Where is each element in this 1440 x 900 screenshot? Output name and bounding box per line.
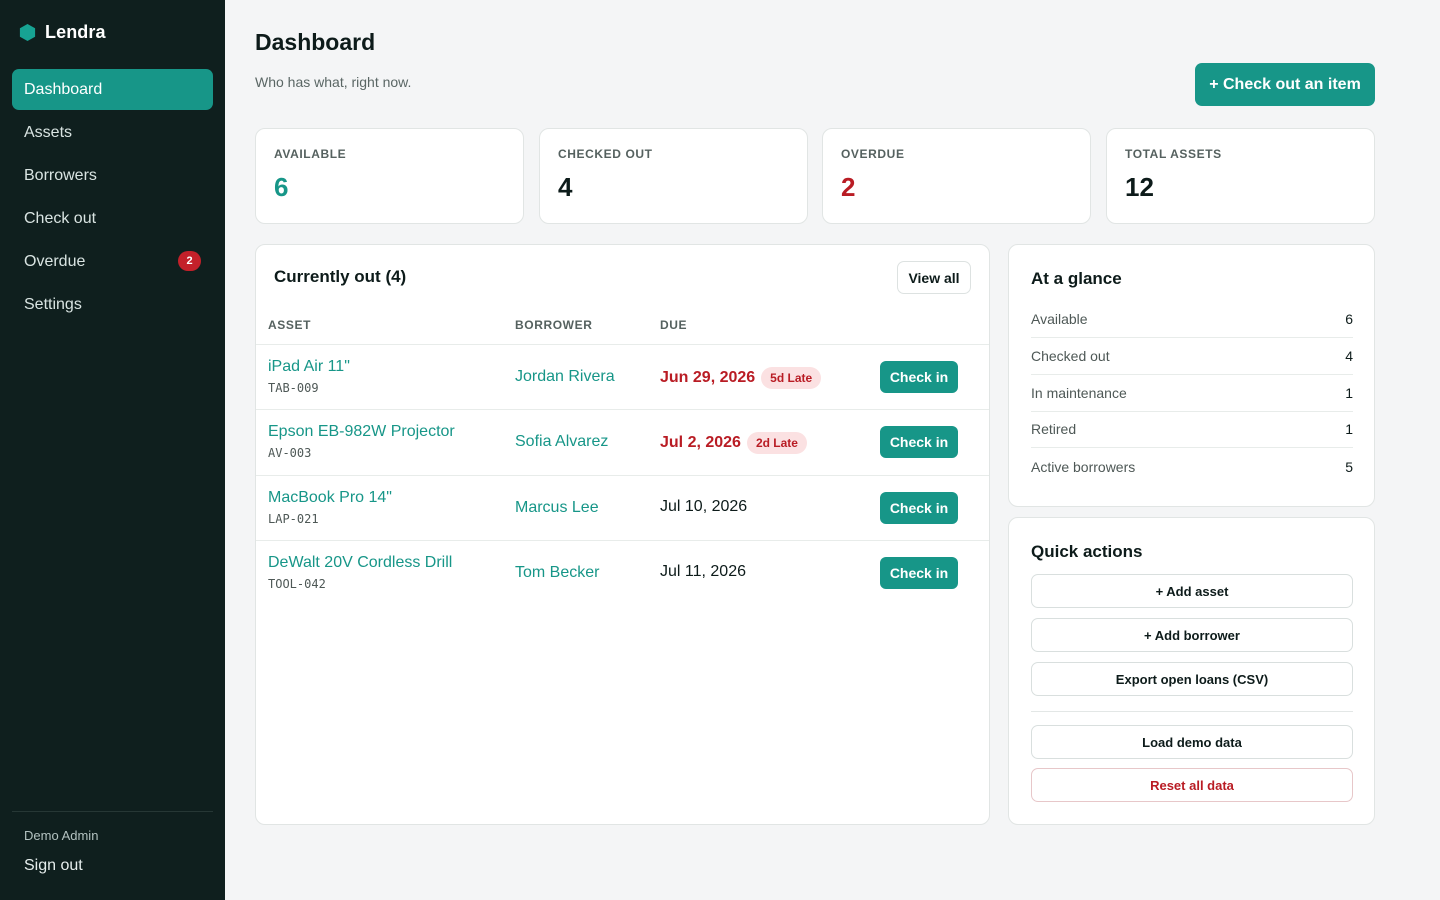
glance-row-available: Available 6 <box>1031 301 1353 338</box>
borrower-link[interactable]: Jordan Rivera <box>515 368 615 385</box>
sidebar-item-label: Overdue <box>24 252 86 270</box>
stat-card-checked-out: CHECKED OUT 4 <box>539 128 808 224</box>
stat-label: TOTAL ASSETS <box>1125 147 1222 161</box>
app-name: Lendra <box>45 22 106 42</box>
glance-row-checked-out: Checked out 4 <box>1031 338 1353 375</box>
asset-link[interactable]: DeWalt 20V Cordless Drill <box>268 554 453 571</box>
sidebar-item-settings[interactable]: Settings <box>12 284 213 325</box>
add-borrower-button[interactable]: + Add borrower <box>1031 618 1353 652</box>
glance-label: In maintenance <box>1031 385 1127 401</box>
export-open-loans-button[interactable]: Export open loans (CSV) <box>1031 662 1353 696</box>
asset-link[interactable]: iPad Air 11" <box>268 358 350 375</box>
check-in-button[interactable]: Check in <box>880 426 958 458</box>
table-row: MacBook Pro 14" LAP-021 Marcus Lee Jul 1… <box>256 475 989 540</box>
due-date-text: Jun 29, 2026 <box>660 369 756 386</box>
sidebar-item-overdue[interactable]: Overdue 2 <box>12 241 213 282</box>
table-row: iPad Air 11" TAB-009 Jordan Rivera Jun 2… <box>256 344 989 409</box>
sign-out-link[interactable]: Sign out <box>24 857 83 874</box>
stat-label: AVAILABLE <box>274 147 347 161</box>
sidebar-item-borrowers[interactable]: Borrowers <box>12 155 213 196</box>
glance-value: 1 <box>1345 385 1353 401</box>
borrower-link[interactable]: Tom Becker <box>515 564 600 581</box>
check-in-button[interactable]: Check in <box>880 492 958 524</box>
panel-title: At a glance <box>1031 269 1122 288</box>
add-asset-button[interactable]: + Add asset <box>1031 574 1353 608</box>
sidebar-item-assets[interactable]: Assets <box>12 112 213 153</box>
glance-value: 6 <box>1345 311 1353 327</box>
at-a-glance-panel: At a glance Available 6 Checked out 4 In… <box>1008 244 1375 507</box>
late-badge: 5d Late <box>761 367 822 389</box>
due-date-text: Jul 2, 2026 <box>660 434 741 451</box>
glance-row-in-maintenance: In maintenance 1 <box>1031 375 1353 412</box>
brand[interactable]: Lendra <box>18 22 106 43</box>
reset-all-data-button[interactable]: Reset all data <box>1031 768 1353 802</box>
stat-value: 4 <box>558 172 573 202</box>
stat-value: 12 <box>1125 172 1154 202</box>
due-date-text: Jul 10, 2026 <box>660 498 748 515</box>
sidebar-item-label: Assets <box>24 123 73 141</box>
view-all-button[interactable]: View all <box>897 261 971 294</box>
page-title: Dashboard <box>255 29 376 55</box>
asset-link[interactable]: MacBook Pro 14" <box>268 489 392 506</box>
check-out-item-button[interactable]: + Check out an item <box>1195 63 1375 106</box>
hexagon-logo-icon <box>19 23 36 42</box>
glance-label: Available <box>1031 311 1088 327</box>
due-date: Jul 10, 2026 <box>660 498 747 516</box>
asset-tag: TAB-009 <box>268 381 319 395</box>
glance-row-retired: Retired 1 <box>1031 411 1353 448</box>
glance-row-active-borrowers: Active borrowers 5 <box>1031 448 1353 485</box>
stat-card-overdue: OVERDUE 2 <box>822 128 1091 224</box>
page-subtitle: Who has what, right now. <box>255 74 412 90</box>
stat-label: CHECKED OUT <box>558 147 653 161</box>
asset-tag: AV-003 <box>268 446 312 460</box>
due-date: Jun 29, 2026 5d Late <box>660 367 822 389</box>
sidebar-item-label: Dashboard <box>24 80 103 98</box>
check-in-button[interactable]: Check in <box>880 557 958 589</box>
glance-value: 5 <box>1345 458 1353 475</box>
glance-label: Retired <box>1031 421 1077 437</box>
stat-value: 6 <box>274 172 289 202</box>
borrower-link[interactable]: Marcus Lee <box>515 499 599 516</box>
column-header-due: DUE <box>660 318 688 332</box>
load-demo-data-button[interactable]: Load demo data <box>1031 725 1353 759</box>
stat-label: OVERDUE <box>841 147 905 161</box>
late-badge: 2d Late <box>746 432 807 454</box>
stat-value: 2 <box>841 172 856 202</box>
current-user-name: Demo Admin <box>24 828 99 843</box>
overdue-count-badge: 2 <box>178 251 201 271</box>
column-header-asset: ASSET <box>268 318 312 332</box>
asset-tag: TOOL-042 <box>268 577 326 591</box>
sidebar-item-label: Settings <box>24 295 82 313</box>
asset-tag: LAP-021 <box>268 512 319 526</box>
sidebar: Lendra Dashboard Assets Borrowers Check … <box>0 0 225 900</box>
stat-card-available: AVAILABLE 6 <box>255 128 524 224</box>
stat-card-total-assets: TOTAL ASSETS 12 <box>1106 128 1375 224</box>
column-header-borrower: BORROWER <box>515 318 593 332</box>
sidebar-nav: Dashboard Assets Borrowers Check out Ove… <box>12 69 213 327</box>
glance-value: 4 <box>1345 348 1353 364</box>
panel-title: Quick actions <box>1031 542 1143 561</box>
sidebar-item-label: Check out <box>24 209 97 227</box>
due-date: Jul 2, 2026 2d Late <box>660 432 807 454</box>
table-row: Epson EB-982W Projector AV-003 Sofia Alv… <box>256 409 989 474</box>
sidebar-item-dashboard[interactable]: Dashboard <box>12 69 213 110</box>
sidebar-item-label: Borrowers <box>24 166 97 184</box>
glance-label: Active borrowers <box>1031 458 1136 475</box>
due-date: Jul 11, 2026 <box>660 563 746 581</box>
currently-out-panel: Currently out (4) View all ASSET BORROWE… <box>255 244 990 825</box>
sidebar-divider <box>12 811 213 812</box>
table-row: DeWalt 20V Cordless Drill TOOL-042 Tom B… <box>256 540 989 605</box>
due-date-text: Jul 11, 2026 <box>660 563 746 580</box>
quick-actions-divider <box>1031 711 1353 712</box>
check-in-button[interactable]: Check in <box>880 361 958 393</box>
sidebar-item-check-out[interactable]: Check out <box>12 198 213 239</box>
glance-label: Checked out <box>1031 348 1110 364</box>
borrower-link[interactable]: Sofia Alvarez <box>515 433 609 450</box>
panel-title: Currently out (4) <box>274 267 407 286</box>
glance-value: 1 <box>1345 421 1353 437</box>
quick-actions-panel: Quick actions + Add asset + Add borrower… <box>1008 517 1375 825</box>
asset-link[interactable]: Epson EB-982W Projector <box>268 423 455 440</box>
